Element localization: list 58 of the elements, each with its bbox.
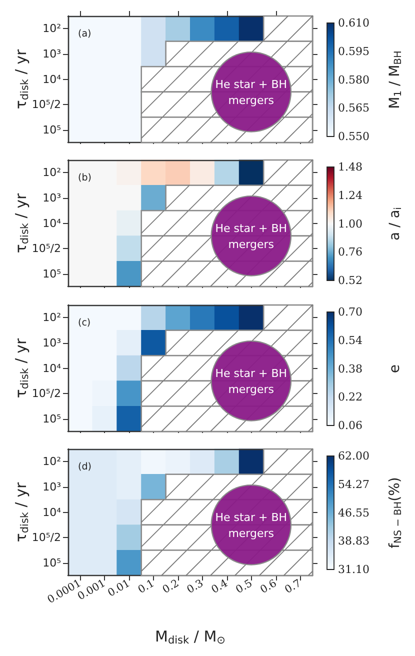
y-tick-label: 10² bbox=[42, 310, 61, 324]
color-bar-label: 31.10 bbox=[338, 563, 370, 576]
color-bar-label: 0.70 bbox=[338, 305, 362, 318]
y-tick-label: 10⁴ bbox=[42, 506, 62, 519]
y-tick-label: 10³ bbox=[42, 192, 61, 205]
x-tick-label: 0.7 bbox=[282, 577, 304, 596]
color-bar-label: 0.610 bbox=[338, 16, 370, 30]
color-bar-label: 0.54 bbox=[338, 334, 362, 347]
y-tick-label: 10⁵ bbox=[42, 268, 61, 281]
text: (d) bbox=[78, 462, 92, 473]
color-bar-label: 0.595 bbox=[338, 44, 370, 58]
y-tick-label: 10⁴ bbox=[42, 72, 62, 86]
annotation: He star + BH mergers bbox=[215, 222, 288, 252]
y-tick-label: 10⁴ bbox=[42, 217, 62, 230]
color-bar-label: 54.27 bbox=[338, 478, 370, 492]
color-bar-label: 1.48 bbox=[338, 160, 362, 174]
x-tick-label: 0.4 bbox=[209, 577, 230, 596]
y-tick-label: 10³ bbox=[42, 47, 61, 60]
x-tick-label: 0.2 bbox=[160, 577, 182, 596]
x-axis-title: M$_{disk}$ / M$_{⊙}$ bbox=[155, 628, 226, 648]
text: (c) bbox=[78, 317, 91, 328]
x-tick-label: 0.01 bbox=[106, 577, 132, 600]
x-tick-label: 0.6 bbox=[258, 577, 280, 596]
y-tick-label: 10⁵ bbox=[42, 123, 61, 136]
color-bar-label: 0.06 bbox=[338, 418, 362, 432]
color-bar-label: 38.83 bbox=[338, 534, 370, 548]
x-tick-label: 0.5 bbox=[234, 577, 254, 596]
color-bar-label: 62.00 bbox=[338, 450, 370, 463]
color-bar-title: e bbox=[387, 364, 403, 373]
y-tick-label: 10² bbox=[42, 166, 61, 180]
y-tick-label: 10⁵/2 bbox=[32, 242, 61, 256]
y-tick-label: 10⁵/2 bbox=[32, 531, 61, 544]
color-bar-label: 1.00 bbox=[338, 218, 362, 231]
color-bar-label: 46.55 bbox=[338, 506, 370, 520]
text: (b) bbox=[78, 172, 92, 184]
y-tick-label: 10⁴ bbox=[42, 362, 62, 375]
color-bar-label: 0.38 bbox=[338, 362, 362, 376]
color-bar-label: 0.52 bbox=[338, 274, 362, 288]
y-tick-label: 10³ bbox=[42, 336, 61, 350]
y-tick-label: 10⁵/2 bbox=[32, 98, 61, 112]
color-bar-label: 0.565 bbox=[338, 102, 370, 115]
y-tick-label: 10² bbox=[42, 455, 61, 468]
y-tick-label: 10³ bbox=[42, 480, 61, 494]
annotation: He star + BH mergers bbox=[215, 366, 288, 396]
y-tick-label: 10⁵ bbox=[42, 412, 61, 426]
color-bar-label: 0.580 bbox=[338, 73, 370, 86]
x-tick-label: 0.3 bbox=[185, 577, 206, 596]
annotation: He star + BH mergers bbox=[215, 511, 288, 540]
color-bar-label: 1.24 bbox=[338, 189, 362, 202]
y-tick-label: 10⁵/2 bbox=[32, 386, 61, 400]
color-bar-label: 0.22 bbox=[338, 390, 362, 404]
color-bar-label: 0.550 bbox=[338, 130, 370, 143]
y-tick-label: 10² bbox=[42, 22, 61, 36]
x-tick-label: 0.1 bbox=[136, 577, 157, 596]
color-bar-label: 0.76 bbox=[338, 246, 362, 260]
text: (a) bbox=[78, 28, 92, 40]
annotation: He star + BH mergers bbox=[215, 78, 288, 107]
y-tick-label: 10⁵ bbox=[42, 556, 61, 570]
